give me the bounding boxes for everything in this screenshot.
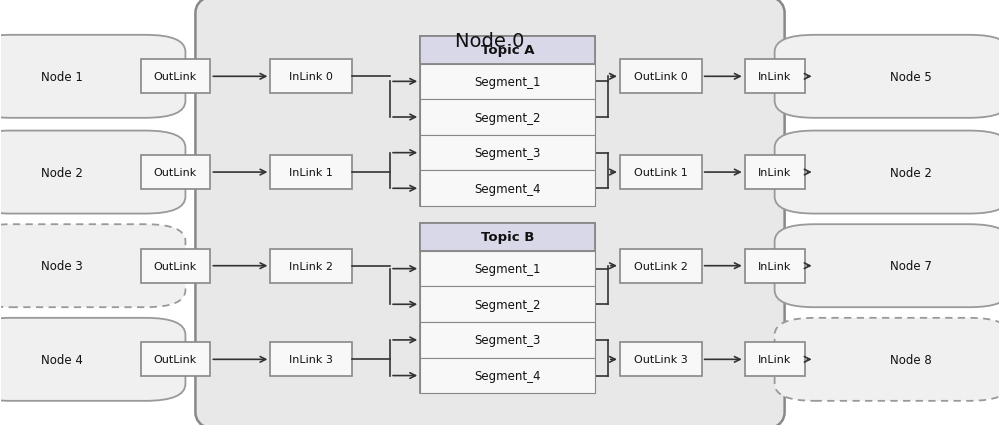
Bar bbox=[420, 251, 595, 287]
Bar bbox=[420, 224, 595, 251]
FancyBboxPatch shape bbox=[0, 318, 185, 401]
Text: Node 7: Node 7 bbox=[890, 259, 931, 273]
Text: InLink 1: InLink 1 bbox=[289, 168, 333, 178]
Text: OutLink 2: OutLink 2 bbox=[634, 261, 688, 271]
Text: OutLink: OutLink bbox=[154, 72, 197, 82]
Bar bbox=[270, 155, 352, 190]
Text: Topic B: Topic B bbox=[481, 231, 534, 244]
Text: Segment_4: Segment_4 bbox=[474, 182, 541, 196]
Bar bbox=[420, 37, 595, 207]
Text: Segment_3: Segment_3 bbox=[474, 334, 541, 347]
Text: Node 3: Node 3 bbox=[41, 259, 83, 273]
Bar bbox=[420, 64, 595, 100]
Text: OutLink: OutLink bbox=[154, 168, 197, 178]
FancyBboxPatch shape bbox=[195, 0, 785, 426]
Bar bbox=[141, 60, 210, 94]
Text: InLink: InLink bbox=[758, 261, 791, 271]
Bar bbox=[745, 343, 805, 377]
Text: OutLink: OutLink bbox=[154, 261, 197, 271]
Text: Node 2: Node 2 bbox=[890, 166, 931, 179]
Bar bbox=[420, 224, 595, 394]
Bar bbox=[420, 322, 595, 358]
Text: Node 1: Node 1 bbox=[41, 71, 83, 83]
FancyBboxPatch shape bbox=[0, 225, 185, 308]
Text: InLink: InLink bbox=[758, 354, 791, 365]
Text: InLink 2: InLink 2 bbox=[289, 261, 333, 271]
FancyBboxPatch shape bbox=[0, 131, 185, 214]
Bar bbox=[141, 343, 210, 377]
FancyBboxPatch shape bbox=[775, 131, 1000, 214]
Text: Segment_1: Segment_1 bbox=[474, 262, 541, 276]
Bar bbox=[620, 249, 702, 283]
Text: Node 2: Node 2 bbox=[41, 166, 83, 179]
Bar bbox=[620, 155, 702, 190]
Text: InLink 3: InLink 3 bbox=[289, 354, 333, 365]
Bar bbox=[420, 135, 595, 171]
Text: Topic A: Topic A bbox=[481, 44, 534, 57]
FancyBboxPatch shape bbox=[775, 36, 1000, 118]
FancyBboxPatch shape bbox=[775, 318, 1000, 401]
Bar bbox=[270, 60, 352, 94]
Text: OutLink 0: OutLink 0 bbox=[634, 72, 688, 82]
Bar bbox=[270, 343, 352, 377]
Bar bbox=[420, 287, 595, 322]
Bar bbox=[620, 60, 702, 94]
Text: InLink 0: InLink 0 bbox=[289, 72, 333, 82]
Text: Node 0: Node 0 bbox=[455, 32, 525, 51]
Text: Segment_2: Segment_2 bbox=[474, 298, 541, 311]
Text: Node 8: Node 8 bbox=[890, 353, 931, 366]
Bar bbox=[141, 249, 210, 283]
Bar bbox=[420, 100, 595, 135]
Bar bbox=[745, 60, 805, 94]
Bar bbox=[420, 37, 595, 64]
FancyBboxPatch shape bbox=[775, 225, 1000, 308]
Text: Segment_3: Segment_3 bbox=[474, 147, 541, 160]
Bar bbox=[420, 358, 595, 394]
Text: Segment_2: Segment_2 bbox=[474, 111, 541, 124]
Bar bbox=[620, 343, 702, 377]
Text: Node 5: Node 5 bbox=[890, 71, 931, 83]
Text: OutLink 1: OutLink 1 bbox=[634, 168, 688, 178]
Bar bbox=[745, 249, 805, 283]
Text: InLink: InLink bbox=[758, 168, 791, 178]
Bar bbox=[141, 155, 210, 190]
Bar bbox=[745, 155, 805, 190]
Text: OutLink: OutLink bbox=[154, 354, 197, 365]
Bar bbox=[270, 249, 352, 283]
FancyBboxPatch shape bbox=[0, 36, 185, 118]
Text: Node 4: Node 4 bbox=[41, 353, 83, 366]
Text: Segment_4: Segment_4 bbox=[474, 369, 541, 382]
Text: Segment_1: Segment_1 bbox=[474, 76, 541, 89]
Bar bbox=[420, 171, 595, 207]
Text: OutLink 3: OutLink 3 bbox=[634, 354, 688, 365]
Text: InLink: InLink bbox=[758, 72, 791, 82]
